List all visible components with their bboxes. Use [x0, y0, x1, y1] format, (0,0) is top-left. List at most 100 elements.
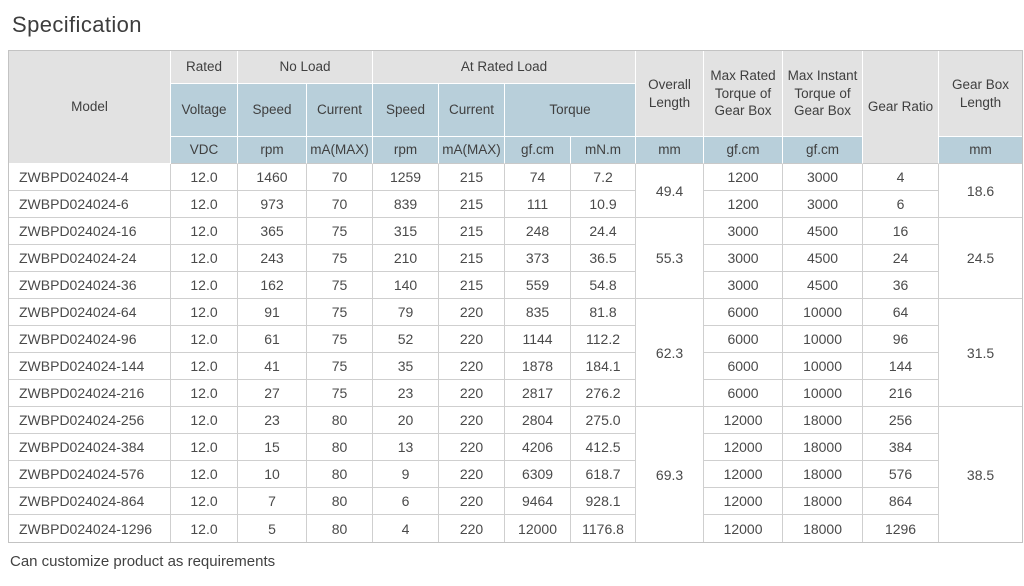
cell-max-instant-torque: 10000 — [783, 326, 864, 353]
cell-load-speed: 6 — [373, 488, 440, 515]
cell-torque-gfcm: 2804 — [505, 407, 572, 434]
cell-gear-ratio: 24 — [863, 245, 940, 272]
cell-gear-ratio: 36 — [863, 272, 940, 299]
cell-max-rated-torque: 3000 — [704, 272, 784, 299]
cell-gear-ratio: 96 — [863, 326, 940, 353]
col-header-gear-box-length: Gear Box Length — [939, 51, 1023, 137]
cell-load-speed: 1259 — [373, 164, 440, 191]
cell-torque-mnm: 10.9 — [571, 191, 637, 218]
cell-load-speed: 79 — [373, 299, 440, 326]
cell-gear-box-length: 24.5 — [939, 218, 1023, 299]
cell-no-load-speed: 27 — [238, 380, 307, 407]
cell-no-load-current: 75 — [307, 353, 374, 380]
cell-load-current: 220 — [439, 299, 506, 326]
cell-rated-voltage: 12.0 — [171, 191, 238, 218]
col-header-load-current: Current — [439, 84, 506, 137]
cell-model: ZWBPD024024-64 — [9, 299, 171, 326]
cell-no-load-speed: 5 — [238, 515, 307, 542]
cell-max-instant-torque: 3000 — [783, 191, 864, 218]
cell-no-load-speed: 1460 — [238, 164, 307, 191]
col-header-max-rated-torque: Max Rated Torque of Gear Box — [704, 51, 784, 137]
cell-gear-ratio: 64 — [863, 299, 940, 326]
cell-load-speed: 20 — [373, 407, 440, 434]
cell-max-rated-torque: 1200 — [704, 164, 784, 191]
cell-model: ZWBPD024024-4 — [9, 164, 171, 191]
cell-torque-gfcm: 4206 — [505, 434, 572, 461]
cell-gear-box-length: 18.6 — [939, 164, 1023, 218]
cell-no-load-speed: 41 — [238, 353, 307, 380]
cell-no-load-current: 80 — [307, 407, 374, 434]
cell-torque-mnm: 1176.8 — [571, 515, 637, 542]
cell-torque-mnm: 276.2 — [571, 380, 637, 407]
cell-max-instant-torque: 10000 — [783, 353, 864, 380]
cell-torque-gfcm: 12000 — [505, 515, 572, 542]
cell-max-rated-torque: 1200 — [704, 191, 784, 218]
cell-model: ZWBPD024024-96 — [9, 326, 171, 353]
cell-max-instant-torque: 10000 — [783, 299, 864, 326]
table-row: ZWBPD024024-1296 12.0 5 80 4 220 12000 1176.8 12… — [9, 515, 1022, 542]
cell-rated-voltage: 12.0 — [171, 407, 238, 434]
cell-model: ZWBPD024024-384 — [9, 434, 171, 461]
unit-max-rated-torque: gf.cm — [704, 137, 784, 164]
cell-load-current: 215 — [439, 164, 506, 191]
cell-torque-gfcm: 9464 — [505, 488, 572, 515]
cell-load-current: 215 — [439, 218, 506, 245]
unit-gear-box-length: mm — [939, 137, 1023, 164]
cell-torque-mnm: 618.7 — [571, 461, 637, 488]
cell-load-current: 215 — [439, 272, 506, 299]
unit-max-instant-torque: gf.cm — [783, 137, 864, 164]
cell-max-rated-torque: 12000 — [704, 461, 784, 488]
cell-torque-gfcm: 6309 — [505, 461, 572, 488]
cell-model: ZWBPD024024-256 — [9, 407, 171, 434]
cell-rated-voltage: 12.0 — [171, 488, 238, 515]
cell-rated-voltage: 12.0 — [171, 272, 238, 299]
cell-load-current: 220 — [439, 434, 506, 461]
cell-load-speed: 210 — [373, 245, 440, 272]
cell-gear-ratio: 1296 — [863, 515, 940, 542]
cell-no-load-current: 80 — [307, 515, 374, 542]
table-row: ZWBPD024024-256 12.0 23 80 20 220 2804 275.0 69.… — [9, 407, 1023, 542]
cell-load-current: 220 — [439, 326, 506, 353]
cell-no-load-speed: 91 — [238, 299, 307, 326]
cell-torque-mnm: 412.5 — [571, 434, 637, 461]
cell-rated-voltage: 12.0 — [171, 326, 238, 353]
cell-load-current: 215 — [439, 245, 506, 272]
cell-gear-ratio: 384 — [863, 434, 940, 461]
cell-no-load-current: 75 — [307, 299, 374, 326]
cell-load-current: 220 — [439, 380, 506, 407]
cell-max-instant-torque: 18000 — [783, 488, 864, 515]
cell-torque-mnm: 81.8 — [571, 299, 637, 326]
cell-rated-voltage: 12.0 — [171, 380, 238, 407]
cell-gear-ratio: 864 — [863, 488, 940, 515]
cell-no-load-current: 75 — [307, 272, 374, 299]
cell-overall-length: 55.3 — [636, 218, 705, 299]
table-row: ZWBPD024024-16 12.0 365 75 315 215 248 24.4 55.3… — [9, 218, 1023, 299]
cell-load-current: 220 — [439, 515, 506, 542]
cell-load-speed: 9 — [373, 461, 440, 488]
cell-load-speed: 839 — [373, 191, 440, 218]
cell-no-load-speed: 162 — [238, 272, 307, 299]
col-header-rated: Rated — [171, 51, 238, 84]
cell-max-instant-torque: 18000 — [783, 515, 864, 542]
cell-max-instant-torque: 4500 — [783, 272, 864, 299]
cell-no-load-current: 75 — [307, 326, 374, 353]
cell-torque-gfcm: 74 — [505, 164, 572, 191]
unit-torque-gfcm: gf.cm — [505, 137, 572, 164]
cell-model: ZWBPD024024-36 — [9, 272, 171, 299]
col-header-overall-length: Overall Length — [636, 51, 705, 137]
cell-gear-ratio: 576 — [863, 461, 940, 488]
cell-max-instant-torque: 10000 — [783, 380, 864, 407]
unit-load-speed: rpm — [373, 137, 440, 164]
cell-load-speed: 23 — [373, 380, 440, 407]
cell-no-load-speed: 7 — [238, 488, 307, 515]
specification-table: Model Rated No Load At Rated Load Overal… — [9, 51, 1023, 542]
cell-torque-gfcm: 373 — [505, 245, 572, 272]
cell-model: ZWBPD024024-6 — [9, 191, 171, 218]
cell-max-instant-torque: 18000 — [783, 434, 864, 461]
cell-max-rated-torque: 6000 — [704, 326, 784, 353]
cell-load-current: 220 — [439, 353, 506, 380]
cell-max-instant-torque: 4500 — [783, 245, 864, 272]
cell-rated-voltage: 12.0 — [171, 434, 238, 461]
cell-model: ZWBPD024024-16 — [9, 218, 171, 245]
cell-gear-box-length: 38.5 — [939, 407, 1023, 542]
